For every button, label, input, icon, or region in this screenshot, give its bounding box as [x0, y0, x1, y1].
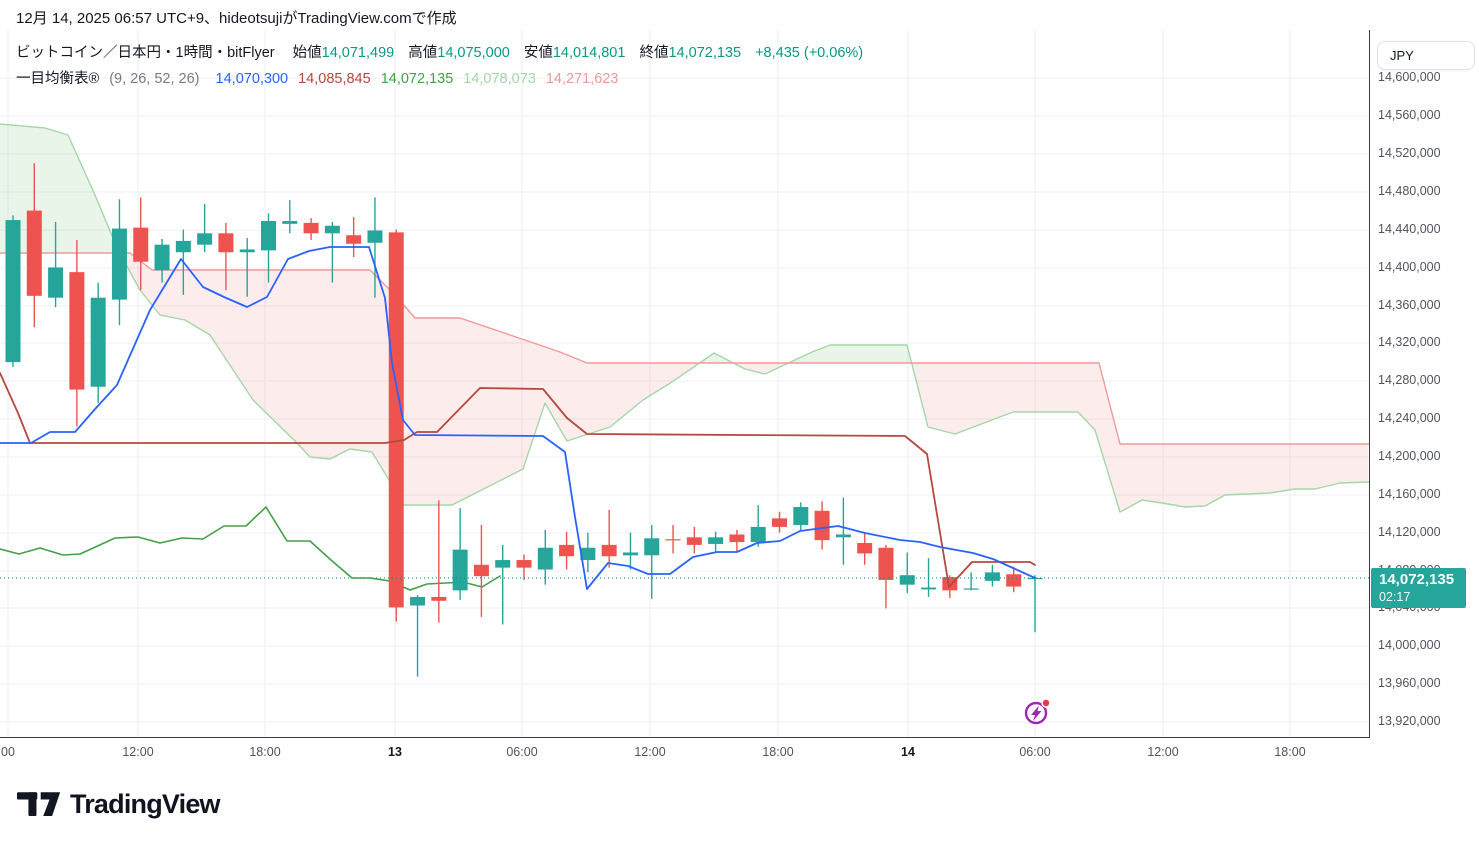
price-axis-label: 14,280,000: [1378, 373, 1441, 387]
price-axis-label: 14,600,000: [1378, 70, 1441, 84]
time-axis-label: 12:00: [634, 745, 666, 759]
indicator-value: 14,078,073: [463, 71, 536, 87]
price-axis-label: 14,240,000: [1378, 411, 1441, 425]
time-axis-label: 00: [1, 745, 15, 759]
indicator-value: 14,085,845: [298, 71, 371, 87]
price-axis-label: 14,320,000: [1378, 335, 1441, 349]
tradingview-logo-text: TradingView: [70, 789, 221, 819]
indicator-legend-row[interactable]: 一目均衡表® (9, 26, 52, 26) 14,070,300 14,085,…: [16, 66, 863, 92]
price-axis-label: 14,400,000: [1378, 260, 1441, 274]
time-axis-label: 18:00: [762, 745, 794, 759]
time-axis-label: 18:00: [1274, 745, 1306, 759]
low-value: 14,014,801: [552, 45, 626, 61]
time-axis-label: 18:00: [249, 745, 281, 759]
symbol-title[interactable]: ビットコイン／日本円・1時間・bitFlyer: [16, 45, 275, 61]
price-axis-label: 14,480,000: [1378, 184, 1441, 198]
indicator-params: (9, 26, 52, 26): [109, 71, 200, 87]
lightning-bolt-glyph: [1031, 705, 1042, 721]
low-label: 安値: [523, 45, 553, 61]
current-price-value: 14,072,135: [1379, 570, 1455, 588]
time-axis-label: 13: [388, 745, 402, 759]
open-label: 始値: [292, 45, 322, 61]
time-axis[interactable]: 00 12:00 18:00 13 06:00 12:00 18:00 14 06:00 12:0…: [0, 738, 1479, 768]
time-axis-label: 12:00: [122, 745, 154, 759]
close-label: 終値: [639, 45, 669, 61]
price-axis-label: 14,440,000: [1378, 222, 1441, 236]
indicator-name[interactable]: 一目均衡表®: [16, 71, 100, 87]
time-axis-label: 06:00: [506, 745, 538, 759]
price-axis[interactable]: JPY 14,600,000 14,560,000 14,520,000 14,480…: [1370, 30, 1479, 738]
price-axis-label: 13,920,000: [1378, 714, 1441, 728]
indicator-value: 14,070,300: [215, 71, 289, 87]
symbol-legend-row[interactable]: ビットコイン／日本円・1時間・bitFlyer 始値14,071,499 高値1…: [16, 40, 863, 66]
tradingview-logo-mark: [17, 791, 61, 816]
indicator-value: 14,072,135: [380, 71, 454, 87]
high-label: 高値: [408, 45, 438, 61]
axis-horizontal-separator: [0, 737, 1369, 738]
current-price-badge: 14,072,135 02:17: [1371, 567, 1466, 608]
tradingview-logo[interactable]: TradingView: [17, 789, 221, 820]
indicator-values: 14,070,300 14,085,845 14,072,135 14,078,073…: [216, 71, 629, 87]
chart-plot-area[interactable]: [0, 30, 1370, 738]
indicator-value: 14,271,623: [545, 71, 619, 87]
chart-legend: ビットコイン／日本円・1時間・bitFlyer 始値14,071,499 高値1…: [16, 40, 863, 92]
price-axis-label: 14,360,000: [1378, 298, 1441, 312]
bar-countdown-timer: 02:17: [1379, 589, 1411, 604]
price-axis-label: 13,960,000: [1378, 676, 1441, 690]
currency-button-jpy[interactable]: JPY: [1377, 41, 1475, 70]
time-axis-label: 12:00: [1147, 745, 1179, 759]
price-axis-label: 14,200,000: [1378, 449, 1441, 463]
price-axis-label: 14,160,000: [1378, 487, 1441, 501]
price-axis-label: 14,520,000: [1378, 146, 1441, 160]
change-value: +8,435 (+0.06%): [755, 45, 864, 61]
price-axis-label: 14,560,000: [1378, 108, 1441, 122]
high-value: 14,075,000: [437, 45, 510, 61]
price-axis-label: 14,000,000: [1378, 638, 1441, 652]
notification-dot: [1041, 698, 1051, 708]
event-circle: [1024, 701, 1048, 725]
attribution-text: 12月 14, 2025 06:57 UTC+9、hideotsujiがTrad…: [16, 10, 457, 27]
lightning-event-icon[interactable]: [1022, 698, 1052, 728]
close-value: 14,072,135: [668, 45, 742, 61]
candlestick-ichimoku-chart[interactable]: [0, 30, 1370, 738]
price-axis-label: 14,120,000: [1378, 525, 1441, 539]
axis-vertical-separator: [1369, 30, 1370, 768]
open-value: 14,071,499: [321, 45, 395, 61]
time-axis-label: 14: [901, 745, 915, 759]
time-axis-label: 06:00: [1019, 745, 1051, 759]
